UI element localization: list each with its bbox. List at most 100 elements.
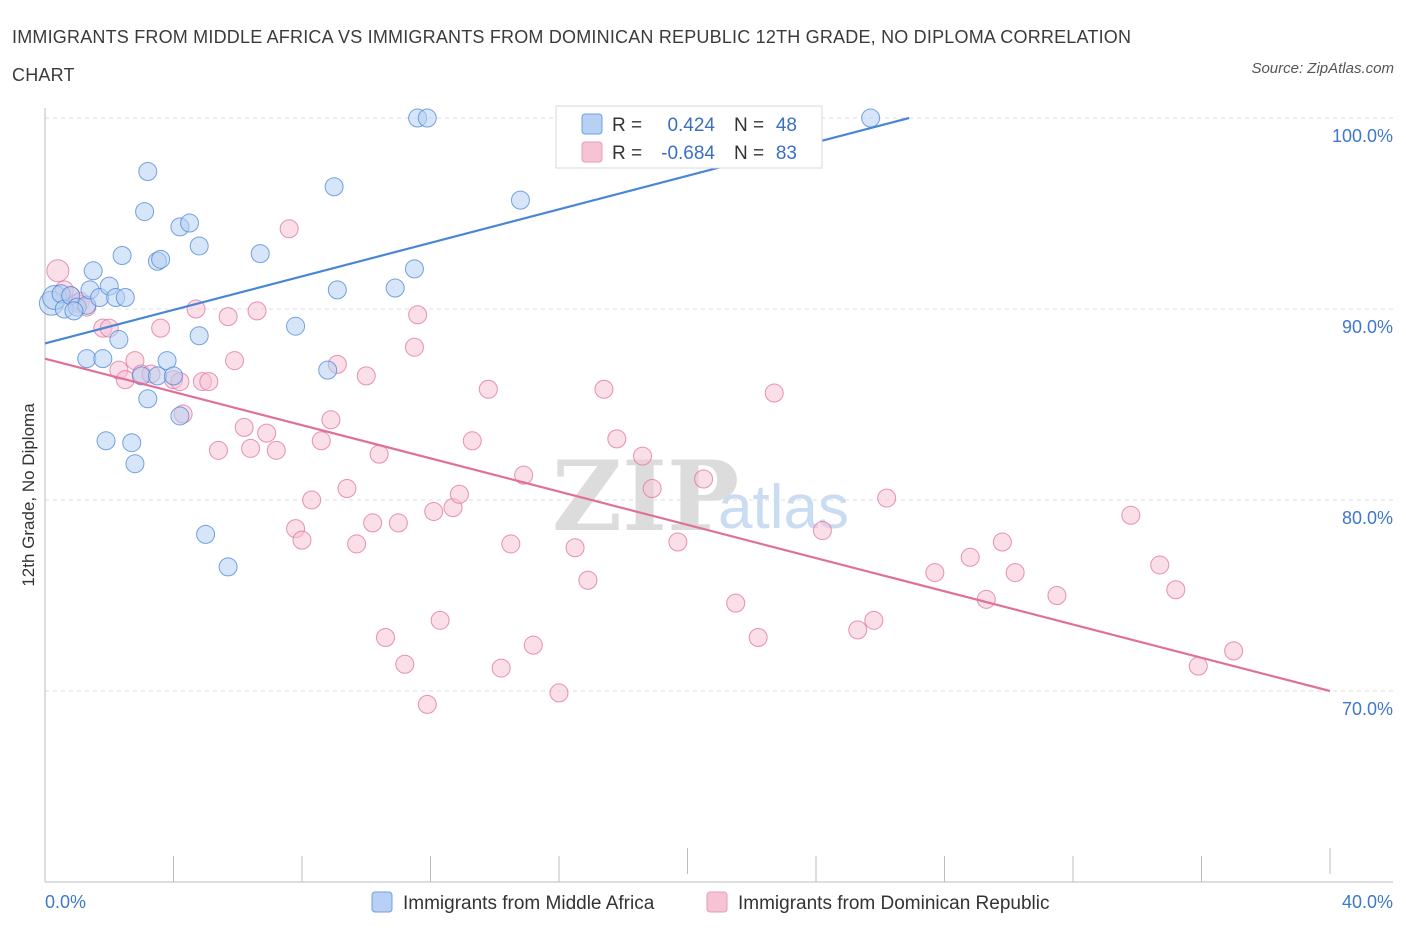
y-tick-label-0: 100.0% (1332, 126, 1393, 146)
point-middle-africa-12 (115, 288, 135, 308)
point-dominican-republic-70 (864, 610, 884, 630)
point-middle-africa-33 (196, 524, 216, 544)
point-dominican-republic-39 (369, 444, 389, 464)
point-dominican-republic-57 (565, 538, 585, 558)
point-dominican-republic-26 (257, 423, 277, 443)
x-tick-label-left: 0.0% (45, 892, 86, 912)
point-dominican-republic-27 (266, 440, 286, 460)
gridlines (45, 117, 1393, 692)
point-dominican-republic-23 (234, 417, 254, 437)
point-dominican-republic-40 (376, 628, 396, 648)
point-dominican-republic-31 (302, 490, 322, 510)
point-dominican-republic-19 (199, 372, 219, 392)
point-dominican-republic-80 (1166, 580, 1186, 600)
point-dominican-republic-22 (225, 351, 245, 371)
stats-pink-r-label: R = (612, 143, 642, 164)
point-dominican-republic-81 (1188, 656, 1208, 676)
point-middle-africa-26 (138, 161, 158, 181)
point-dominican-republic-60 (607, 429, 627, 449)
point-middle-africa-37 (318, 360, 338, 380)
point-dominican-republic-28 (279, 219, 299, 239)
point-dominican-republic-76 (1005, 563, 1025, 583)
point-middle-africa-18 (147, 366, 167, 386)
point-dominican-republic-56 (549, 683, 569, 703)
point-dominican-republic-66 (748, 628, 768, 648)
x-tick-label-right: 40.0% (1342, 892, 1393, 912)
point-dominican-republic-0 (46, 259, 70, 283)
y-tick-label-3: 70.0% (1342, 699, 1393, 719)
point-middle-africa-45 (861, 108, 881, 128)
point-middle-africa-31 (189, 236, 209, 256)
point-middle-africa-22 (96, 431, 116, 451)
point-dominican-republic-59 (594, 379, 614, 399)
point-middle-africa-41 (404, 259, 424, 279)
legend-blue-swatch (371, 891, 393, 913)
legend-blue-label: Immigrants from Middle Africa (403, 893, 655, 914)
point-dominican-republic-38 (363, 513, 383, 533)
stats-blue-r-label: R = (612, 115, 642, 136)
y-axis-label: 12th Grade, No Diploma (19, 403, 38, 587)
point-dominican-republic-61 (633, 446, 653, 466)
trend-lines (44, 116, 1331, 693)
point-dominican-republic-63 (668, 532, 688, 552)
point-dominican-republic-53 (501, 534, 521, 554)
point-middle-africa-35 (250, 244, 270, 264)
point-dominican-republic-32 (311, 431, 331, 451)
point-dominican-republic-33 (321, 410, 341, 430)
point-dominican-republic-42 (395, 654, 415, 674)
point-dominican-republic-50 (462, 431, 482, 451)
point-dominican-republic-75 (992, 532, 1012, 552)
legend-pink-swatch (706, 891, 728, 913)
point-dominican-republic-41 (388, 513, 408, 533)
point-dominican-republic-37 (356, 366, 376, 386)
point-middle-africa-47 (64, 301, 84, 321)
point-dominican-republic-69 (848, 620, 868, 640)
point-dominican-republic-82 (1224, 641, 1244, 661)
legend: Immigrants from Middle Africa Immigrants… (371, 891, 1050, 914)
stats-pink-n-label: N = (734, 143, 764, 164)
legend-pink-label: Immigrants from Dominican Republic (738, 893, 1050, 914)
point-middle-africa-20 (170, 406, 190, 426)
point-middle-africa-44 (510, 190, 530, 210)
point-middle-africa-40 (385, 278, 405, 298)
point-dominican-republic-77 (1047, 586, 1067, 605)
point-dominican-republic-64 (694, 469, 714, 489)
point-dominican-republic-47 (430, 610, 450, 630)
stats-blue-n-value: 48 (776, 115, 797, 136)
point-dominican-republic-71 (877, 488, 897, 508)
point-dominican-republic-43 (404, 337, 424, 357)
stats-pink-r-value: -0.684 (661, 143, 715, 164)
point-dominican-republic-68 (812, 521, 832, 541)
y-tick-labels: 100.0% 90.0% 80.0% 70.0% (1332, 126, 1393, 719)
y-tick-label-1: 90.0% (1342, 317, 1393, 337)
y-tick-label-2: 80.0% (1342, 508, 1393, 528)
point-dominican-republic-35 (337, 479, 357, 499)
point-middle-africa-43 (417, 108, 437, 128)
stats-pink-n-value: 83 (776, 143, 797, 164)
stats-box: R = 0.424 N = 48 R = -0.684 N = 83 (555, 105, 823, 169)
point-dominican-republic-65 (726, 593, 746, 613)
point-dominican-republic-44 (408, 305, 428, 325)
point-middle-africa-8 (83, 261, 103, 281)
point-dominican-republic-52 (491, 658, 511, 678)
point-dominican-republic-30 (292, 530, 312, 550)
point-dominican-republic-72 (925, 563, 945, 583)
point-middle-africa-34 (218, 557, 238, 577)
point-middle-africa-36 (286, 316, 306, 336)
point-middle-africa-24 (125, 454, 145, 474)
point-middle-africa-46 (164, 366, 183, 386)
point-middle-africa-38 (324, 177, 344, 197)
stats-blue-swatch (581, 113, 603, 135)
point-middle-africa-39 (327, 280, 347, 300)
point-middle-africa-28 (151, 249, 171, 269)
stats-blue-r-value: 0.424 (667, 115, 715, 136)
point-dominican-republic-49 (449, 484, 469, 504)
point-dominican-republic-46 (424, 501, 444, 521)
point-dominican-republic-67 (764, 383, 784, 403)
point-dominican-republic-54 (514, 465, 534, 485)
point-dominican-republic-20 (208, 440, 228, 460)
trend-line-dominican-republic (44, 357, 1331, 693)
source-note: Source: ZipAtlas.com (1251, 60, 1394, 77)
point-dominican-republic-58 (578, 570, 598, 590)
